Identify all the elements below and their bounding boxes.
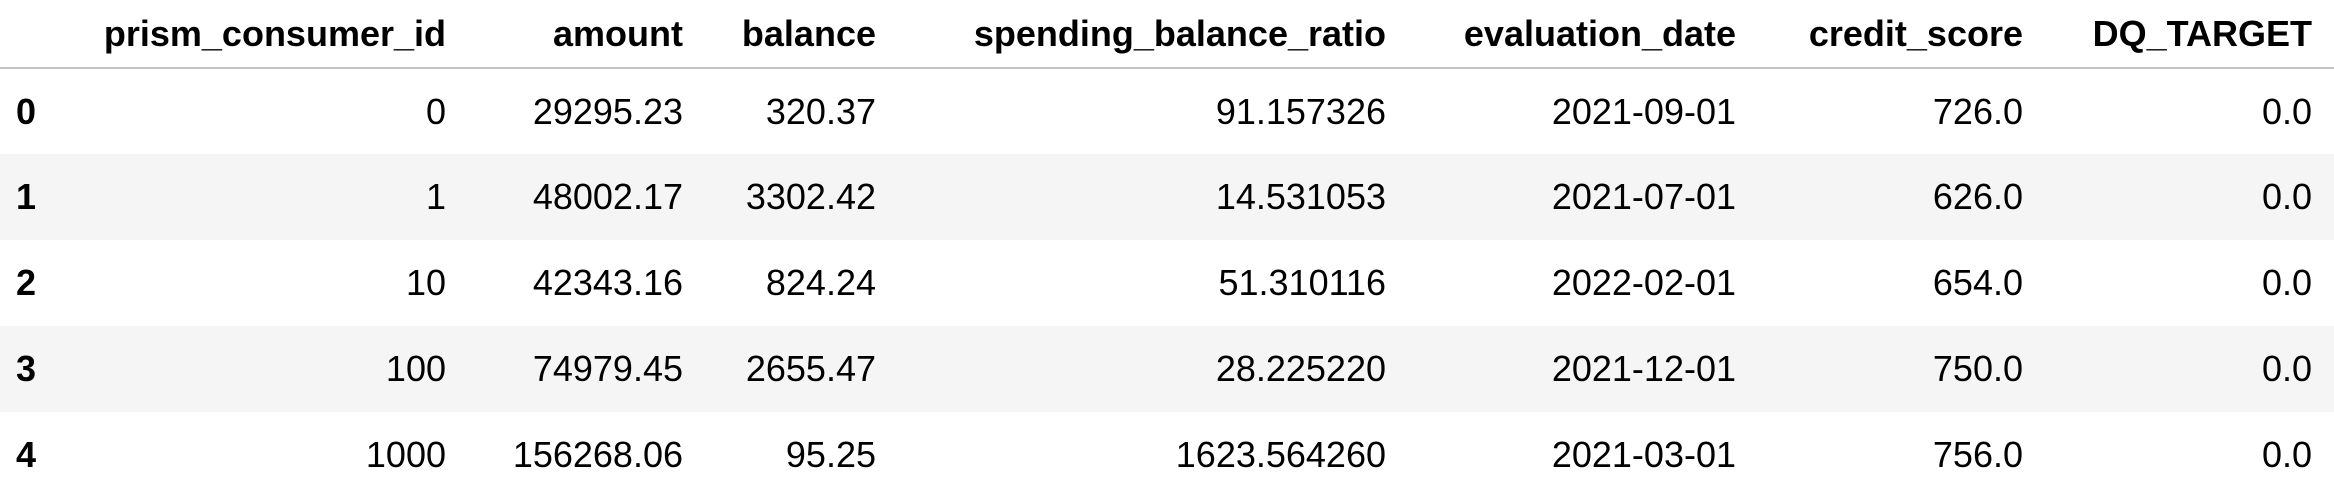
cell-prism-consumer-id: 100 (385, 348, 446, 389)
cell-amount: 29295.23 (532, 90, 683, 132)
header-row: prism_consumer_id amount balance spendin… (0, 0, 2334, 69)
cell-evaluation-date: 2021-07-01 (1551, 176, 1736, 217)
column-header-prism-consumer-id: prism_consumer_id (78, 0, 468, 69)
cell-spending-balance-ratio: 51.310116 (1218, 262, 1386, 303)
cell-spending-balance-ratio: 28.225220 (1215, 348, 1386, 389)
table-row: 2 10 42343.16 824.24 51.310116 2022-02-0… (0, 240, 2334, 326)
table-row: 1 1 48002.17 3302.42 14.531053 2021-07-0… (0, 154, 2334, 240)
cell-amount: 42343.16 (532, 262, 683, 303)
cell-amount: 48002.17 (532, 176, 683, 217)
cell-balance: 3302.42 (745, 176, 876, 217)
cell-evaluation-date: 2021-03-01 (1551, 434, 1736, 475)
cell-spending-balance-ratio: 91.157326 (1215, 90, 1386, 132)
cell-evaluation-date: 2021-09-01 (1551, 90, 1736, 132)
cell-dq-target: 0.0 (2261, 262, 2312, 303)
cell-spending-balance-ratio: 1623.564260 (1175, 434, 1386, 475)
cell-balance: 2655.47 (745, 348, 876, 389)
column-header-amount: amount (468, 0, 705, 69)
cell-dq-target: 0.0 (2261, 348, 2312, 389)
cell-credit-score: 654.0 (1932, 262, 2023, 303)
index-column-header (0, 0, 78, 69)
cell-prism-consumer-id: 1 (425, 176, 446, 217)
row-index: 4 (16, 434, 37, 475)
cell-dq-target: 0.0 (2261, 434, 2312, 475)
dataframe-output: prism_consumer_id amount balance spendin… (0, 0, 2334, 473)
cell-dq-target: 0.0 (2261, 176, 2312, 217)
column-header-credit-score: credit_score (1758, 0, 2045, 69)
column-header-evaluation-date: evaluation_date (1408, 0, 1758, 69)
cell-prism-consumer-id: 10 (405, 262, 446, 303)
cell-credit-score: 756.0 (1932, 434, 2023, 475)
cell-amount: 74979.45 (532, 348, 683, 389)
cell-evaluation-date: 2021-12-01 (1551, 348, 1736, 389)
cell-amount: 156268.06 (512, 434, 683, 475)
cell-balance: 95.25 (785, 434, 876, 475)
column-header-balance: balance (705, 0, 898, 69)
row-index: 2 (16, 262, 37, 303)
cell-evaluation-date: 2022-02-01 (1551, 262, 1736, 303)
column-header-spending-balance-ratio: spending_balance_ratio (898, 0, 1408, 69)
cell-credit-score: 726.0 (1932, 90, 2023, 132)
column-header-dq-target: DQ_TARGET (2045, 0, 2334, 69)
cell-prism-consumer-id: 0 (425, 90, 446, 132)
cell-credit-score: 750.0 (1932, 348, 2023, 389)
table-row: 0 0 29295.23 320.37 91.157326 2021-09-01… (0, 68, 2334, 154)
cell-balance: 320.37 (765, 90, 876, 132)
cell-credit-score: 626.0 (1932, 176, 2023, 217)
row-index: 1 (16, 176, 37, 217)
cell-dq-target: 0.0 (2261, 90, 2312, 132)
cell-prism-consumer-id: 1000 (365, 434, 446, 475)
table-row: 3 100 74979.45 2655.47 28.225220 2021-12… (0, 326, 2334, 412)
table-row: 4 1000 156268.06 95.25 1623.564260 2021-… (0, 412, 2334, 498)
row-index: 3 (16, 348, 37, 389)
row-index: 0 (16, 90, 37, 132)
cell-spending-balance-ratio: 14.531053 (1215, 176, 1386, 217)
cell-balance: 824.24 (765, 262, 876, 303)
